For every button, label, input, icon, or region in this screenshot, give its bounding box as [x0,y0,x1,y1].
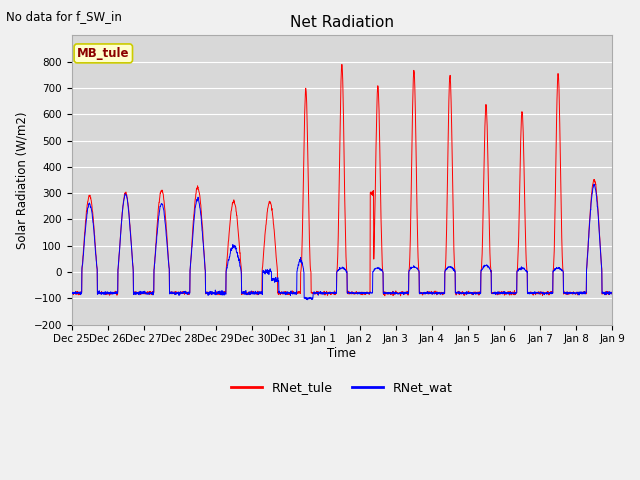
X-axis label: Time: Time [327,347,356,360]
Legend: RNet_tule, RNet_wat: RNet_tule, RNet_wat [226,376,458,399]
Text: MB_tule: MB_tule [77,47,129,60]
Y-axis label: Solar Radiation (W/m2): Solar Radiation (W/m2) [15,111,28,249]
Title: Net Radiation: Net Radiation [290,15,394,30]
Text: No data for f_SW_in: No data for f_SW_in [6,10,122,23]
